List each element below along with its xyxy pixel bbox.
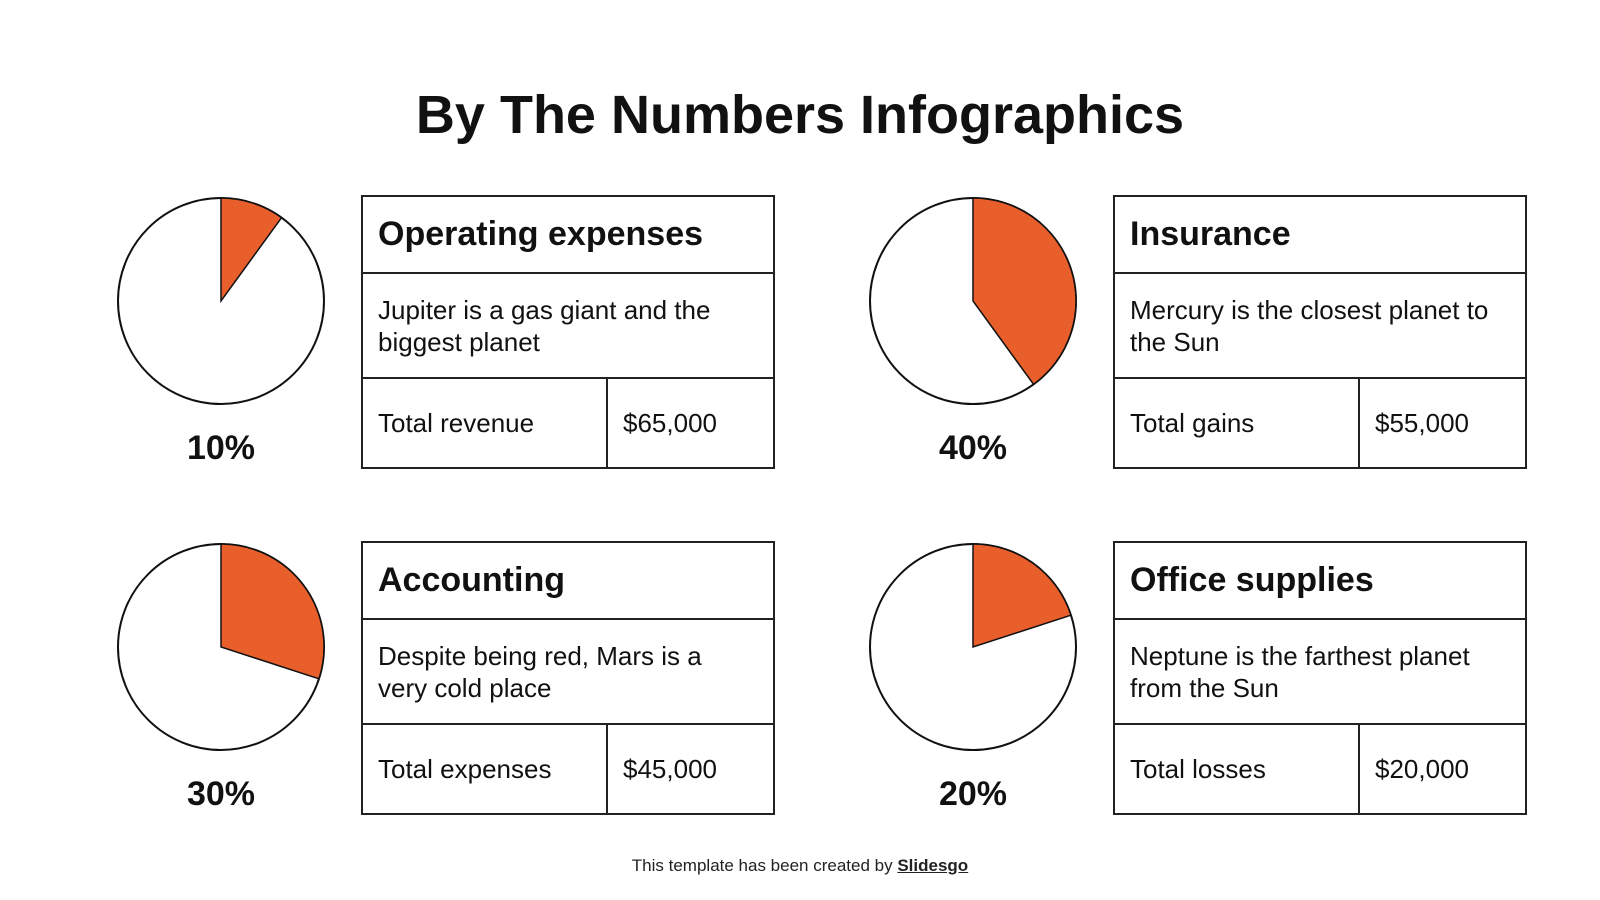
pie-percent-label: 30% xyxy=(187,775,255,813)
card-label: Total gains xyxy=(1115,379,1360,467)
pie-percent-label: 20% xyxy=(939,775,1007,813)
pie-slice xyxy=(220,543,325,680)
pie-percent-label: 10% xyxy=(187,429,255,467)
footer: This template has been created by Slides… xyxy=(0,856,1600,876)
pie-slice xyxy=(972,197,1077,386)
pie-percent-label: 40% xyxy=(939,429,1007,467)
card-heading: Operating expenses xyxy=(363,197,773,274)
card-row: Total revenue $65,000 xyxy=(363,379,773,467)
card-text: Neptune is the farthest planet from the … xyxy=(1115,620,1525,725)
card-text: Jupiter is a gas giant and the biggest p… xyxy=(363,274,773,379)
card-amount: $65,000 xyxy=(623,407,717,438)
info-card: Operating expenses Jupiter is a gas giant… xyxy=(361,195,775,469)
card-amount: $20,000 xyxy=(1375,753,1469,784)
card-row: Total expenses $45,000 xyxy=(363,725,773,813)
card-row: Total losses $20,000 xyxy=(1115,725,1525,813)
card-heading: Insurance xyxy=(1115,197,1525,274)
info-card: Office supplies Neptune is the farthest p… xyxy=(1113,541,1527,815)
card-text: Mercury is the closest planet to the Sun xyxy=(1115,274,1525,379)
pie-slice xyxy=(220,197,283,304)
footer-text: This template has been created by xyxy=(631,856,893,875)
card-heading: Accounting xyxy=(363,543,773,620)
card-amount: $55,000 xyxy=(1375,407,1469,438)
card-amount: $45,000 xyxy=(623,753,717,784)
title: By The Numbers Infographics xyxy=(415,85,1185,145)
info-card: Insurance Mercury is the closest planet t… xyxy=(1113,195,1527,469)
card-heading: Office supplies xyxy=(1115,543,1525,620)
info-card: Accounting Despite being red, Mars is a v… xyxy=(361,541,775,815)
pie-slice xyxy=(972,543,1072,649)
card-text: Despite being red, Mars is a very cold p… xyxy=(363,620,773,725)
card-label: Total revenue xyxy=(363,379,608,467)
card-label: Total losses xyxy=(1115,725,1360,813)
card-row: Total gains $55,000 xyxy=(1115,379,1525,467)
footer-link[interactable]: Slidesgo xyxy=(897,856,969,875)
card-label: Total expenses xyxy=(363,725,608,813)
